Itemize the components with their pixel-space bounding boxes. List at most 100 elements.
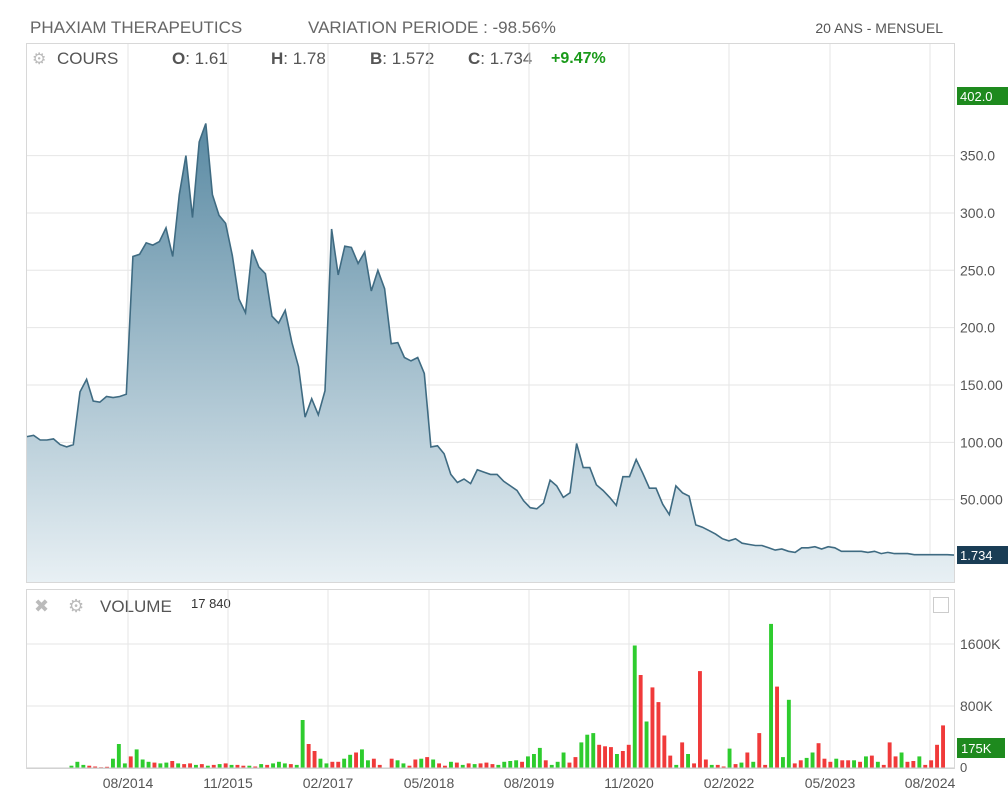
volume-bar — [306, 744, 311, 768]
volume-bar — [537, 747, 542, 768]
volume-bar — [674, 764, 679, 768]
volume-bar — [229, 764, 234, 768]
price-line — [26, 123, 955, 556]
volume-bar — [449, 761, 453, 768]
volume-bar — [840, 760, 845, 769]
x-tick-label: 05/2023 — [805, 775, 856, 791]
volume-bar — [549, 764, 554, 768]
volume-bar — [105, 766, 109, 768]
volume-bar — [632, 645, 637, 768]
last-price-badge — [957, 546, 1008, 565]
y-tick-label: 150.00 — [960, 377, 1003, 393]
volume-bar — [929, 760, 934, 769]
change-percent: +9.47% — [551, 50, 606, 67]
volume-bar — [288, 764, 293, 768]
volume-bar — [282, 763, 287, 768]
volume-bar — [407, 765, 412, 768]
volume-bar — [555, 761, 560, 768]
volume-bar — [354, 752, 358, 768]
volume-bar — [360, 749, 364, 768]
volume-bar — [816, 743, 821, 768]
volume-bar — [217, 764, 222, 768]
volume-bar — [887, 742, 892, 768]
volume-bar — [792, 763, 797, 768]
price-settings-gear-icon[interactable]: ⚙ — [32, 51, 47, 68]
volume-bar — [935, 744, 939, 769]
y-tick-label: 100.00 — [960, 434, 1003, 450]
volume-bar — [413, 759, 418, 768]
volume-bar — [419, 758, 424, 768]
x-tick-label: 02/2022 — [704, 775, 755, 791]
volume-bar — [739, 762, 744, 768]
volume-bar — [111, 758, 115, 768]
volume-bar — [134, 749, 139, 768]
volume-bar — [342, 758, 347, 768]
volume-bar — [543, 760, 548, 769]
volume-bar — [496, 764, 501, 768]
volume-bar — [656, 702, 661, 768]
volume-bar — [686, 754, 690, 768]
volume-bar — [893, 756, 898, 768]
period-variation: VARIATION PERIODE : -98.56% — [308, 18, 556, 37]
x-tick-label: 08/2024 — [905, 775, 956, 791]
volume-bar — [751, 761, 756, 768]
volume-bar — [431, 759, 436, 768]
x-tick-label: 08/2019 — [504, 775, 555, 791]
volume-last-label: 175K — [961, 741, 992, 756]
volume-bar — [247, 765, 252, 768]
x-tick-label: 11/2015 — [203, 775, 253, 791]
volume-bar — [312, 751, 317, 768]
maximize-panel-checkbox[interactable] — [933, 597, 949, 613]
volume-bar — [680, 742, 685, 768]
x-tick-label: 05/2018 — [404, 775, 455, 791]
close-panel-icon[interactable]: ✖ — [34, 596, 50, 616]
volume-bar — [644, 721, 649, 768]
volume-bar — [205, 765, 210, 768]
y-tick-label: 300.0 — [960, 205, 995, 221]
volume-bar — [822, 758, 827, 768]
volume-bar — [69, 765, 74, 768]
volume-bar — [241, 765, 246, 768]
volume-bar — [116, 744, 121, 768]
volume-bar — [182, 764, 187, 768]
volume-bar — [318, 758, 323, 768]
volume-bar — [425, 757, 430, 768]
volume-bar — [460, 764, 465, 768]
volume-bar — [775, 686, 779, 768]
volume-bar — [703, 759, 708, 768]
volume-bar — [514, 760, 519, 769]
volume-bar — [858, 761, 862, 768]
period-selector[interactable]: 20 ANS - MENSUEL — [815, 20, 943, 36]
volume-bar — [81, 764, 86, 768]
volume-bar — [911, 761, 916, 768]
volume-bar — [508, 761, 513, 768]
open-value: O: 1.61 — [172, 49, 228, 68]
price-area — [27, 123, 954, 582]
volume-bar — [158, 763, 163, 768]
volume-bar — [188, 763, 192, 768]
y-tick-label: 50.000 — [960, 492, 1003, 508]
volume-bar — [348, 754, 353, 768]
volume-bar — [905, 761, 910, 768]
volume-bar — [235, 764, 240, 768]
volume-bar — [395, 760, 400, 769]
volume-settings-gear-icon[interactable]: ⚙ — [68, 596, 85, 616]
volume-bar — [899, 752, 904, 768]
volume-bar — [763, 764, 768, 768]
volume-bar — [336, 761, 341, 768]
volume-bar — [620, 751, 625, 768]
volume-bar — [211, 764, 216, 768]
volume-bar — [573, 757, 578, 768]
volume-bar — [330, 761, 335, 768]
volume-bar — [626, 744, 631, 769]
volume-bar — [437, 763, 441, 768]
volume-bar — [917, 756, 922, 768]
low-value: B: 1.572 — [370, 49, 435, 68]
volume-bar — [757, 733, 762, 768]
volume-bar — [585, 734, 590, 768]
volume-bar — [650, 687, 655, 768]
max-price-label: 402.0 — [960, 89, 993, 104]
volume-bar — [834, 758, 839, 768]
volume-bar — [864, 756, 868, 768]
volume-bar — [366, 760, 370, 769]
